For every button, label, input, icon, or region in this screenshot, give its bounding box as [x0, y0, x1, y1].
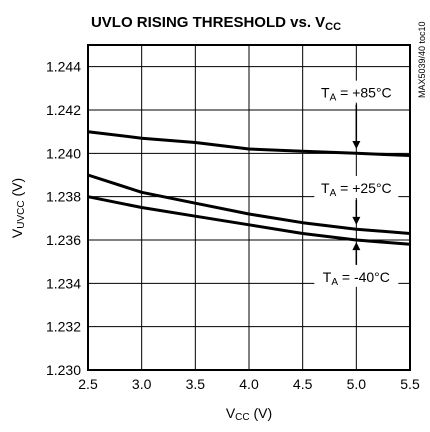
x-tick-label: 2.5: [78, 376, 98, 392]
series-line: [87, 173, 411, 235]
y-tick-label: 1.242: [46, 102, 81, 118]
x-tick-label: 4.5: [293, 376, 313, 392]
annotation-bg: [314, 176, 399, 198]
side-label: MAX5039/40 toc10: [417, 21, 427, 98]
x-tick-labels: 2.5 3.0 3.5 4.0 4.5 5.0 5.5: [78, 376, 420, 392]
annotation-arrow-head: [352, 242, 361, 251]
x-axis-label: VCC (V): [226, 405, 272, 423]
y-tick-label: 1.230: [46, 362, 81, 378]
x-tick-label: 5.5: [400, 376, 420, 392]
annotation-bg: [314, 80, 399, 103]
y-tick-labels: 1.230 1.232 1.234 1.236 1.238 1.240 1.242 1.244: [46, 59, 81, 378]
series-line: [87, 130, 411, 157]
x-tick-label: 3.0: [132, 376, 152, 392]
annotation-arrow-head: [352, 141, 361, 149]
series-group: [87, 130, 411, 246]
y-tick-label: 1.238: [46, 189, 81, 205]
series-line: [87, 195, 411, 246]
x-tick-label: 3.5: [186, 376, 206, 392]
annotations: TA = +85°C TA = +25°C TA = -40°C: [314, 80, 399, 288]
y-axis-label: VUVCC (V): [9, 178, 27, 238]
y-tick-label: 1.236: [46, 232, 81, 248]
annotation-label: TA = +85°C: [321, 85, 392, 104]
chart-title: UVLO RISING THRESHOLD vs. VCC: [91, 14, 341, 33]
y-tick-label: 1.244: [46, 59, 81, 75]
x-tick-label: 4.0: [239, 376, 259, 392]
x-tick-label: 5.0: [347, 376, 367, 392]
y-tick-label: 1.234: [46, 275, 81, 291]
y-tick-label: 1.232: [46, 319, 81, 335]
annotation-label: TA = +25°C: [321, 180, 392, 199]
annotation-arrow-head: [352, 216, 361, 225]
y-tick-label: 1.240: [46, 145, 81, 161]
annotation-bg: [314, 264, 399, 287]
plot-frame: [87, 44, 411, 371]
annotation-label: TA = -40°C: [323, 269, 390, 288]
